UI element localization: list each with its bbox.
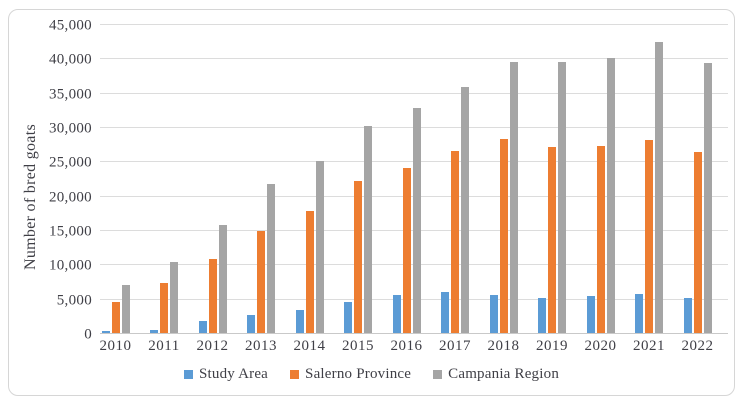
bar-campania-region-2021 xyxy=(655,41,663,333)
bar-campania-region-2020 xyxy=(606,58,615,333)
bar-campania-region-2016 xyxy=(412,107,421,333)
x-tick-label: 2019 xyxy=(536,338,568,354)
x-tick-label: 2018 xyxy=(487,338,520,354)
legend-swatch-icon xyxy=(183,370,193,379)
bar-study-area-2020 xyxy=(586,295,595,333)
bar-salerno-province-2016 xyxy=(402,167,411,333)
x-tick-label: 2016 xyxy=(390,338,423,354)
y-tick-label: 10,000 xyxy=(48,257,92,274)
gridline xyxy=(100,24,728,25)
bar-salerno-province-2018 xyxy=(499,139,508,333)
bar-campania-region-2019 xyxy=(558,61,566,333)
y-tick-label: 30,000 xyxy=(48,120,92,137)
bar-study-area-2012 xyxy=(198,320,207,333)
x-tick-label: 2021 xyxy=(633,338,665,354)
bar-campania-region-2012 xyxy=(218,225,227,333)
x-axis-line xyxy=(100,333,728,334)
gridline xyxy=(100,92,728,94)
bar-study-area-2017 xyxy=(441,291,449,333)
bar-salerno-province-2010 xyxy=(111,302,120,333)
y-tick-label: 5,000 xyxy=(56,292,92,309)
bar-salerno-province-2019 xyxy=(548,146,556,333)
legend-label: Campania Region xyxy=(448,366,560,382)
gridline xyxy=(100,58,728,60)
bar-campania-region-2011 xyxy=(170,262,178,333)
bar-study-area-2011 xyxy=(150,329,158,333)
y-tick-label: 45,000 xyxy=(48,17,92,34)
bar-campania-region-2018 xyxy=(509,61,518,333)
legend-item-campania-region: Campania Region xyxy=(433,366,559,383)
legend-item-salerno-province: Salerno Province xyxy=(290,366,411,383)
x-tick-label: 2014 xyxy=(293,338,326,354)
bar-campania-region-2014 xyxy=(315,161,324,333)
bar-study-area-2018 xyxy=(489,294,498,333)
x-tick-label: 2015 xyxy=(342,338,374,354)
x-tick-label: 2010 xyxy=(99,338,132,354)
bar-salerno-province-2014 xyxy=(305,211,314,333)
bar-study-area-2019 xyxy=(538,297,546,333)
x-tick-label: 2011 xyxy=(148,338,180,354)
bar-salerno-province-2022 xyxy=(693,152,702,333)
bar-campania-region-2022 xyxy=(703,63,712,333)
bar-study-area-2015 xyxy=(344,302,352,333)
bar-salerno-province-2011 xyxy=(160,282,168,333)
y-tick-label: 25,000 xyxy=(48,154,92,171)
bar-study-area-2014 xyxy=(295,309,304,333)
legend-label: Salerno Province xyxy=(305,366,412,382)
x-tick-label: 2013 xyxy=(245,338,277,354)
y-tick-label: 0 xyxy=(84,326,92,343)
bar-salerno-province-2021 xyxy=(645,140,653,333)
bar-study-area-2010 xyxy=(101,330,110,333)
bar-study-area-2021 xyxy=(635,293,643,333)
x-tick-label: 2012 xyxy=(196,338,229,354)
bar-salerno-province-2015 xyxy=(354,180,362,333)
x-tick-label: 2017 xyxy=(439,338,471,354)
legend-item-study-area: Study Area xyxy=(183,366,269,383)
y-tick-label: 40,000 xyxy=(48,51,92,68)
bar-campania-region-2013 xyxy=(267,183,275,333)
bar-salerno-province-2013 xyxy=(257,231,265,333)
x-tick-label: 2020 xyxy=(584,338,617,354)
bar-campania-region-2010 xyxy=(121,284,130,333)
legend: Study Area Salerno Province Campania Regio… xyxy=(0,366,743,383)
y-tick-label: 20,000 xyxy=(48,189,92,206)
y-tick-label: 15,000 xyxy=(48,223,92,240)
bar-salerno-province-2017 xyxy=(451,151,459,333)
bar-salerno-province-2020 xyxy=(596,146,605,333)
bar-study-area-2022 xyxy=(683,297,692,333)
legend-swatch-icon xyxy=(433,370,443,379)
legend-label: Study Area xyxy=(198,366,269,382)
bar-campania-region-2017 xyxy=(461,87,469,333)
bar-study-area-2013 xyxy=(247,315,255,333)
legend-swatch-icon xyxy=(290,370,300,379)
bar-study-area-2016 xyxy=(392,294,401,333)
bar-salerno-province-2012 xyxy=(208,258,217,333)
y-tick-label: 35,000 xyxy=(48,86,92,103)
bar-campania-region-2015 xyxy=(364,125,372,333)
x-tick-label: 2022 xyxy=(681,338,714,354)
